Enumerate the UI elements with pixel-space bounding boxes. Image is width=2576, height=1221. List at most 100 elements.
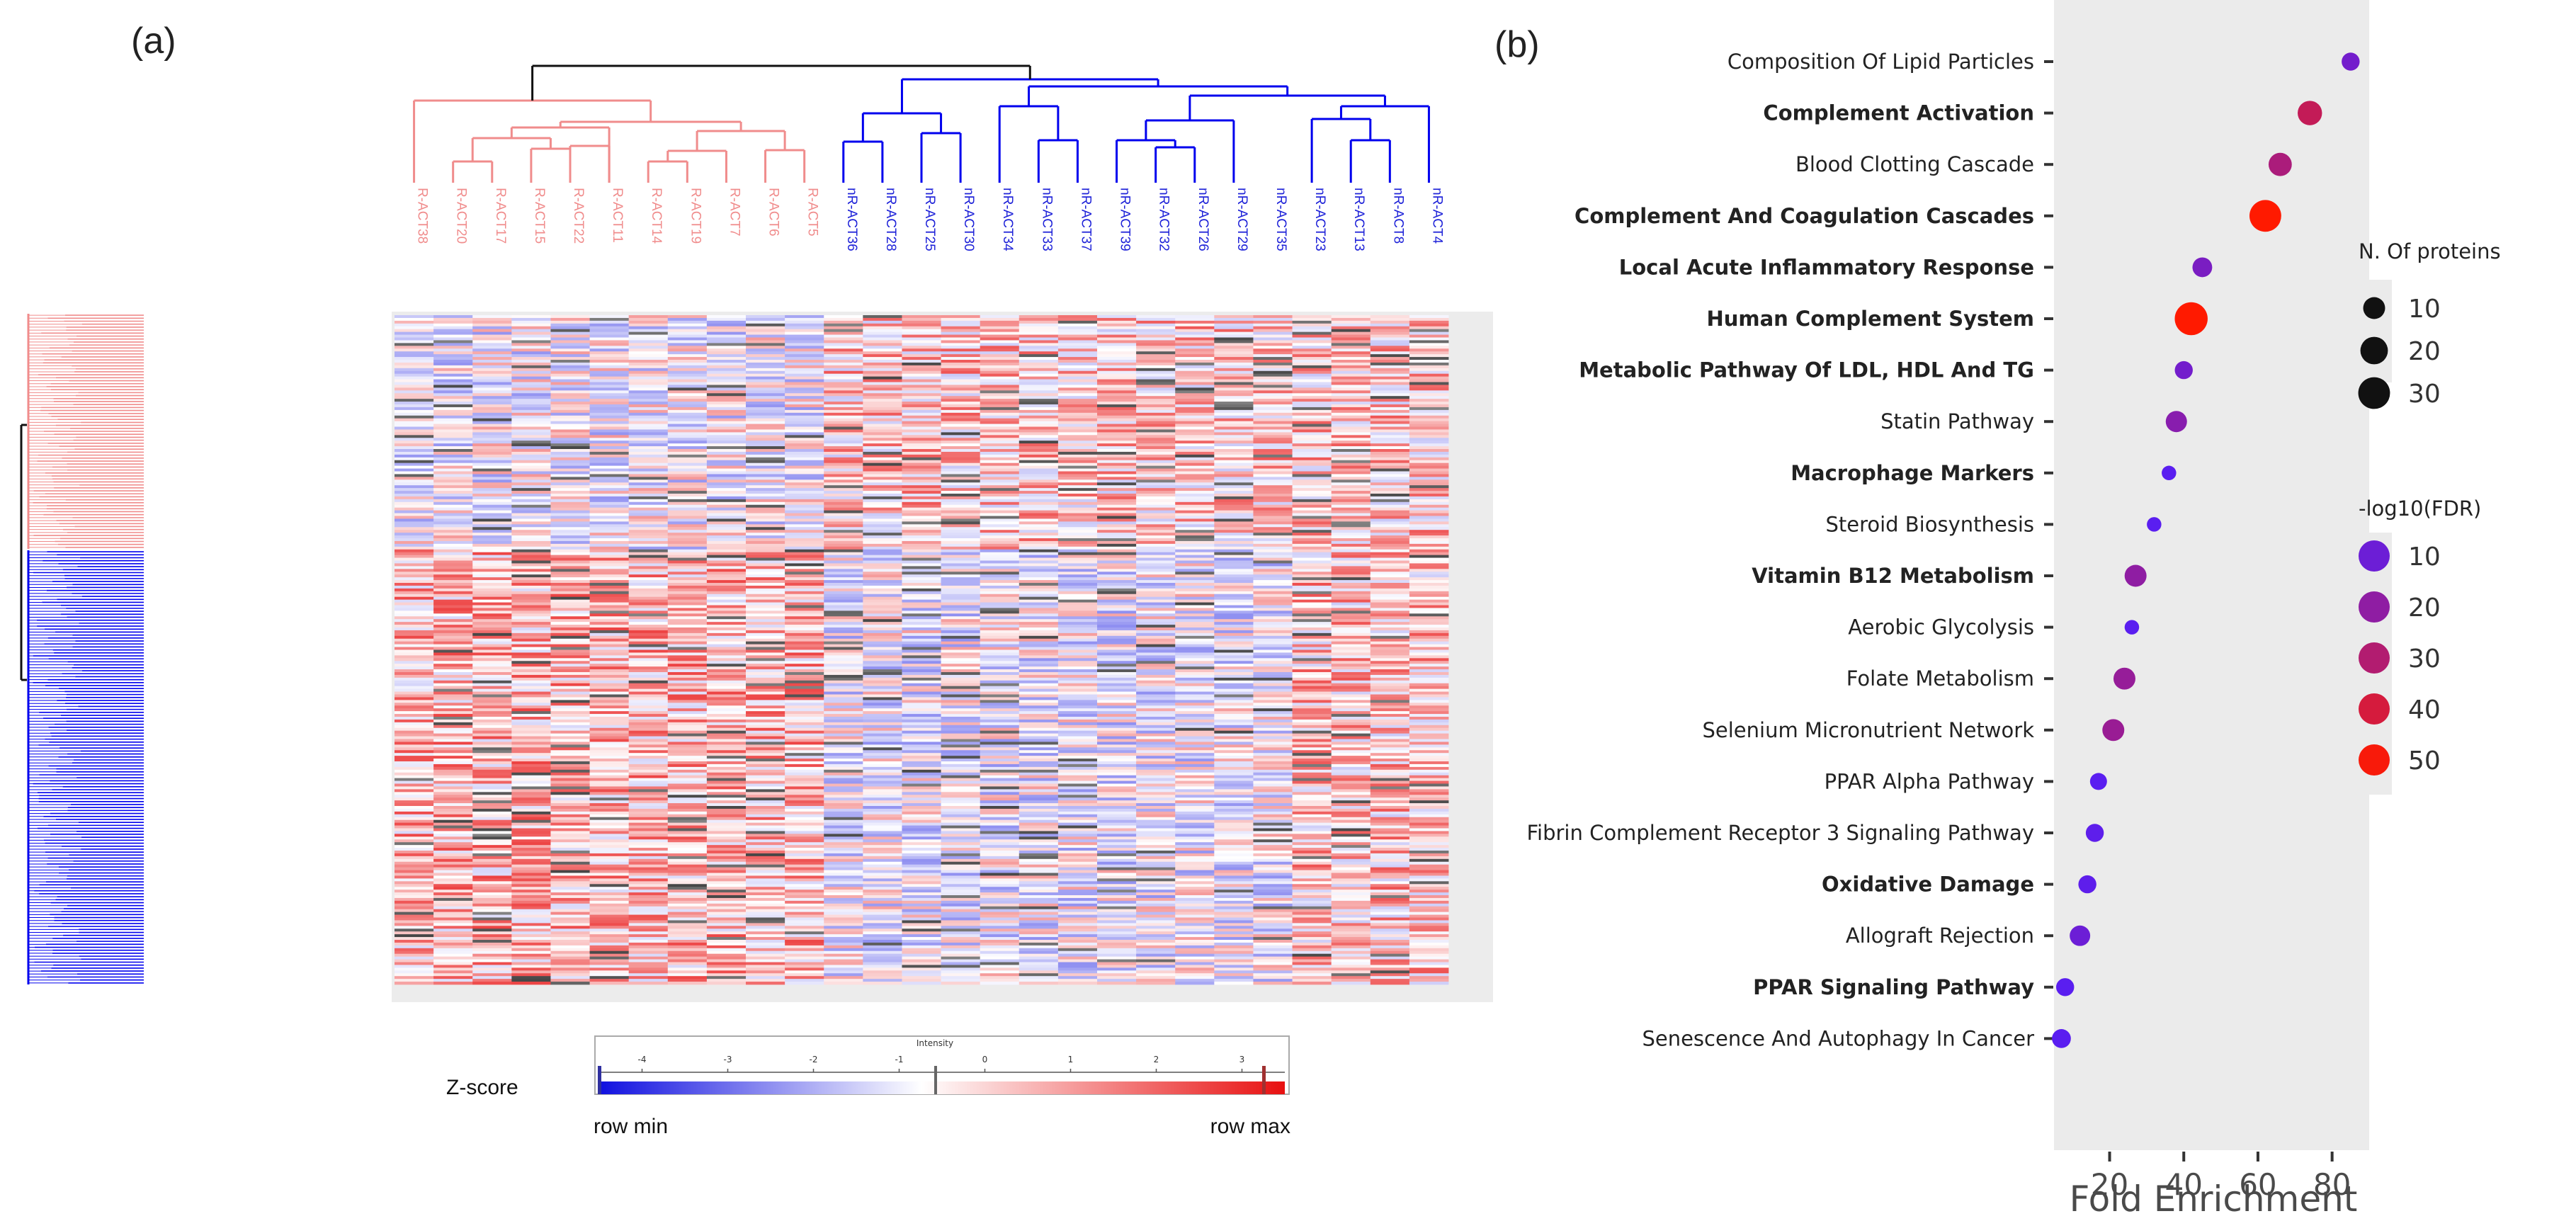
heatmap-cell (1136, 756, 1176, 759)
heatmap-cell (824, 719, 863, 723)
heatmap-cell (1136, 530, 1176, 533)
heatmap-cell (1370, 468, 1410, 472)
heatmap-cell (1214, 540, 1254, 545)
heatmap-cell (1331, 622, 1371, 625)
heatmap-cell (941, 666, 981, 670)
heatmap-cell (511, 315, 551, 319)
heatmap-cell (1409, 602, 1449, 606)
heatmap-cell (1409, 691, 1449, 695)
heatmap-cell (395, 759, 434, 762)
heatmap-cell (472, 711, 512, 715)
heatmap-cell (550, 524, 590, 528)
heatmap-cell (746, 477, 785, 480)
heatmap-cell (1331, 376, 1371, 380)
heatmap-cell (1292, 441, 1332, 444)
heatmap-cell (667, 599, 708, 603)
heatmap-cell (824, 415, 863, 419)
heatmap-cell (1136, 499, 1176, 503)
heatmap-cell (1409, 409, 1449, 414)
heatmap-cell (824, 462, 863, 467)
heatmap-cell (746, 451, 785, 455)
heatmap-cell (511, 460, 551, 464)
heatmap-cell (1409, 426, 1449, 430)
heatmap-cell (1292, 421, 1332, 424)
heatmap-cell (863, 610, 902, 614)
heatmap-cell (824, 705, 863, 709)
heatmap-cell (824, 596, 863, 601)
heatmap-cell (1292, 705, 1332, 709)
heatmap-cell (1409, 655, 1449, 659)
heatmap-cell (1019, 360, 1059, 363)
heatmap-cell (1057, 596, 1098, 601)
heatmap-cell (1214, 415, 1254, 419)
heatmap-cell (550, 479, 590, 483)
heatmap-cell (706, 404, 747, 408)
heatmap-cell (785, 409, 824, 414)
heatmap-cell (511, 360, 551, 363)
heatmap-cell (785, 402, 824, 405)
heatmap-cell (980, 722, 1020, 726)
heatmap-cell (1370, 382, 1410, 385)
heatmap-cell (1214, 402, 1254, 405)
heatmap-cell (511, 454, 551, 458)
heatmap-cell (1057, 761, 1098, 765)
heatmap-cell (1019, 622, 1059, 625)
heatmap-cell (902, 540, 941, 545)
heatmap-cell (433, 622, 473, 625)
heatmap-cell (395, 454, 434, 458)
heatmap-cell (395, 566, 434, 569)
heatmap-cell (941, 510, 981, 513)
column-label: nR-ACT30 (961, 188, 976, 251)
heatmap-cell (1175, 504, 1215, 509)
heatmap-cell (941, 346, 981, 349)
heatmap-cell (1019, 387, 1059, 391)
heatmap-cell (941, 733, 981, 737)
heatmap-cell (472, 644, 512, 647)
heatmap-cell (1370, 407, 1410, 411)
heatmap-cell (902, 438, 941, 441)
column-label: R-ACT15 (532, 188, 547, 244)
heatmap-cell (1214, 343, 1254, 346)
heatmap-cell (433, 409, 473, 414)
heatmap-cell (1175, 761, 1215, 765)
heatmap-cell (667, 348, 708, 352)
heatmap-cell (941, 574, 981, 578)
heatmap-cell (706, 368, 747, 372)
heatmap-cell (1175, 421, 1215, 424)
heatmap-cell (785, 616, 824, 620)
heatmap-cell (1409, 334, 1449, 338)
heatmap-cell (1136, 376, 1176, 380)
heatmap-cell (433, 664, 473, 667)
heatmap-cell (1409, 362, 1449, 366)
heatmap-cell (1331, 365, 1371, 369)
heatmap-cell (1019, 769, 1059, 773)
heatmap-cell (1253, 577, 1293, 581)
heatmap-cell (472, 583, 512, 586)
heatmap-cell (902, 697, 941, 700)
heatmap-cell (550, 387, 590, 391)
heatmap-cell (941, 449, 981, 453)
heatmap-cell (550, 407, 590, 411)
heatmap-cell (1370, 488, 1410, 492)
heatmap-cell (1175, 533, 1215, 536)
heatmap-cell (980, 697, 1020, 700)
heatmap-cell (1214, 766, 1254, 771)
column-dendrogram (413, 64, 1430, 183)
heatmap-cell (667, 619, 708, 623)
heatmap-cell (902, 462, 941, 467)
column-label: nR-ACT33 (1039, 188, 1054, 251)
heatmap-cell (667, 426, 708, 430)
heatmap-cell (511, 753, 551, 756)
heatmap-cell (941, 761, 981, 765)
heatmap-cell (1175, 563, 1215, 567)
heatmap-cell (1057, 360, 1098, 363)
heatmap-cell (785, 733, 824, 737)
heatmap-cell (628, 703, 669, 706)
heatmap-cell (628, 402, 669, 405)
heatmap-cell (941, 317, 981, 322)
heatmap-cell (433, 499, 473, 503)
heatmap-cell (1136, 686, 1176, 690)
heatmap-cell (785, 669, 824, 673)
heatmap-cell (1175, 686, 1215, 690)
heatmap-cell (1175, 733, 1215, 737)
